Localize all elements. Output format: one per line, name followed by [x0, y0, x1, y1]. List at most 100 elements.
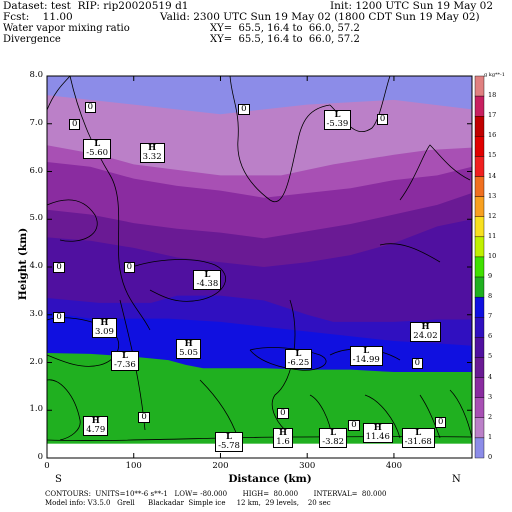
colorbar-swatch-1	[474, 417, 485, 439]
contour-label-0-l: 0	[411, 357, 424, 369]
high-label-1: H 3.32	[139, 143, 165, 164]
contour-label-0-c: 0	[53, 262, 65, 273]
colorbar-swatch-7	[474, 296, 485, 318]
y-tick-label: 5.0	[29, 213, 43, 224]
colorbar-label: 17	[488, 111, 497, 120]
colorbar-swatch-0	[474, 437, 485, 459]
x-axis-title: Distance (km)	[228, 473, 312, 485]
low-label-5: L -6.25	[284, 348, 313, 369]
extremum-value: -5.39	[326, 118, 349, 129]
extremum-kind: L	[363, 346, 370, 357]
extremum-value: -3.82	[322, 436, 345, 447]
contour-line	[46, 317, 120, 367]
extremum-kind: L	[94, 138, 101, 149]
high-label-5: H 4.79	[83, 415, 109, 436]
contour-label-0-b: 0	[69, 118, 81, 130]
low-label-8: L -3.82	[319, 427, 348, 448]
extremum-kind: L	[334, 109, 341, 120]
dataset-info: Dataset: test RIP: rip20020519 d1	[3, 0, 189, 12]
contour-line	[229, 75, 331, 203]
low-label-4: L -7.36	[111, 351, 139, 372]
colorbar-label: 16	[488, 131, 497, 140]
contour-label-0-f: 0	[376, 113, 389, 125]
extremum-kind: H	[148, 143, 157, 154]
colorbar-swatch-3	[474, 377, 485, 398]
contour-line	[124, 259, 226, 302]
extremum-value: -5.78	[218, 441, 240, 452]
colorbar-label: 3	[488, 392, 493, 401]
low-label-7: L -5.78	[215, 432, 243, 453]
y-tick-label: 0	[37, 452, 43, 462]
colorbar-label: 13	[488, 191, 497, 200]
colorbar-swatch-2	[474, 397, 485, 418]
colorbar-label: 2	[488, 412, 493, 421]
colorbar-label: 6	[488, 332, 493, 341]
contour-line	[419, 394, 441, 439]
extremum-kind: H	[91, 415, 100, 426]
colorbar-swatch-8	[474, 276, 485, 298]
y-tick-label: 6.0	[29, 165, 43, 176]
extremum-value: -4.38	[196, 278, 219, 289]
contour-line	[199, 379, 239, 439]
extremum-value: 24.02	[413, 331, 438, 342]
y-tick-label: 4.0	[29, 261, 43, 271]
low-label-9: L -31.68	[401, 427, 435, 448]
extremum-kind: H	[373, 422, 382, 433]
colorbar-label: 15	[488, 151, 497, 160]
colorbar-swatch-13	[474, 176, 485, 197]
mixing-ratio-fill	[47, 76, 472, 459]
field-title-1: Water vapor mixing ratio	[3, 23, 130, 34]
colorbar-swatch-4	[474, 357, 485, 378]
colorbar-label: 0	[488, 453, 493, 461]
colorbar-label: 4	[488, 372, 493, 381]
y-tick-label: 7.0	[29, 117, 43, 128]
contour-label-0-k: 0	[435, 417, 447, 429]
contour-line	[271, 299, 296, 431]
colorbar-swatch-6	[474, 317, 485, 338]
low-label-2: L -5.39	[323, 109, 352, 130]
colorbar-swatch-11	[474, 216, 485, 238]
contour-line	[69, 75, 151, 331]
x-tick-label: 300	[299, 461, 316, 471]
valid-time: Valid: 2300 UTC Sun 19 May 02 (1800 CDT …	[160, 11, 480, 23]
contour-line	[449, 389, 473, 439]
colorbar-swatch-15	[474, 136, 485, 157]
y-tick-label: 8.0	[29, 70, 43, 80]
model-info: Model info: V3.5.0 Grell Blackadar Simpl…	[45, 499, 331, 507]
colorbar-swatch-17	[474, 95, 485, 117]
extremum-value: -7.36	[114, 360, 136, 371]
extremum-kind: L	[204, 269, 211, 280]
extremum-value: 3.09	[94, 326, 114, 337]
high-label-2: H 3.09	[91, 317, 117, 338]
colorbar-label: 18	[488, 91, 497, 100]
extremum-kind: L	[295, 348, 302, 359]
extremum-value: -5.60	[86, 147, 109, 158]
extremum-value: 1.6	[276, 436, 290, 447]
contour-label-0-d: 0	[123, 262, 136, 273]
colorbar-swatch-5	[474, 337, 485, 358]
colorbar	[474, 75, 485, 459]
colorbar-swatch-14	[474, 156, 485, 177]
extremum-kind: L	[226, 432, 233, 443]
init-time: Init: 1200 UTC Sun 19 May 02	[330, 0, 494, 12]
x-tick-label: 400	[385, 461, 403, 471]
y-axis-title: Height (km)	[17, 227, 29, 301]
contour-label-0-j: 0	[348, 419, 360, 431]
extremum-kind: L	[415, 427, 422, 438]
extremum-value: 3.32	[142, 152, 162, 163]
contour-line	[364, 394, 401, 439]
extremum-value: -31.68	[404, 436, 432, 447]
colorbar-swatch-16	[474, 116, 485, 137]
x-tick-label: 0	[44, 461, 50, 471]
extremum-value: 4.79	[86, 424, 106, 435]
contour-label-0-e: 0	[238, 104, 250, 116]
y-tick-label: 2.0	[29, 356, 43, 367]
terrain-mask	[47, 443, 472, 458]
extremum-kind: L	[330, 427, 337, 438]
forecast-hour: Fcst: 11.00	[3, 11, 73, 23]
low-label-3: L -4.38	[193, 269, 222, 290]
axis-end-left: S	[55, 474, 62, 485]
high-label-3: H 5.05	[176, 339, 202, 360]
colorbar-label: 10	[488, 251, 497, 260]
